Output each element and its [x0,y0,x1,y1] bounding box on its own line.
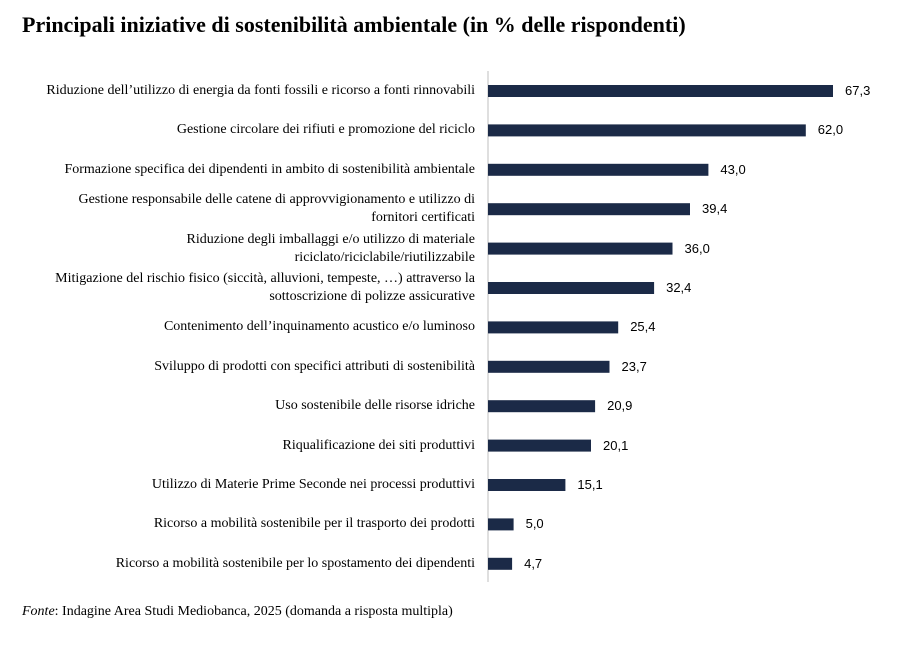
category-label: Riqualificazione dei siti produttivi [282,437,475,453]
bar [488,518,514,531]
category-label: Sviluppo di prodotti con specifici attri… [154,358,475,374]
bar-value-label: 23,7 [621,358,647,374]
bar [488,557,513,570]
bar [488,282,655,294]
bar [488,400,596,413]
bar-value-label: 4,7 [524,555,543,571]
category-label: Utilizzo di Materie Prime Seconde nei pr… [151,477,475,492]
category-label: Ricorso a mobilità sostenibile per il tr… [153,516,475,532]
category-label: Riduzione dell’utilizzo di energia da fo… [46,83,475,98]
source-text: : Indagine Area Studi Mediobanca, 2025 (… [54,604,453,619]
bar [488,479,566,491]
category-label: Ricorso a mobilità sostenibile per lo sp… [115,555,475,571]
bar-value-label: 20,9 [607,398,633,414]
bar-value-label: 5,0 [525,516,544,532]
bar [488,203,690,216]
category-label: Riduzione degli imballaggi e/o utilizzo … [186,231,475,265]
bar [488,242,673,255]
category-label: Formazione specifica dei dipendenti in a… [64,161,475,177]
bar-value-label: 32,4 [666,280,692,295]
bar-value-label: 62,0 [817,122,844,138]
source-prefix: Fonte [22,604,55,619]
bar [488,321,619,334]
category-label: Mitigazione del rischio fisico (siccità,… [55,271,475,304]
bar-value-label: 39,4 [702,201,728,217]
bar [488,124,806,137]
category-label: Uso sostenibile delle risorse idriche [275,398,475,414]
category-label: Gestione responsabile delle catene di ap… [78,192,475,226]
category-label: Contenimento dell’inquinamento acustico … [163,319,475,335]
bar-value-label: 20,1 [603,437,629,453]
bar-value-label: 67,3 [845,83,871,98]
bar [488,85,833,97]
bar-value-label: 43,0 [720,161,746,177]
chart-title: Principali iniziative di sostenibilità a… [22,12,686,37]
bar-value-label: 25,4 [630,319,656,335]
bar [488,163,709,176]
bar [488,360,610,373]
bar-chart [487,71,833,582]
bar-value-label: 15,1 [577,477,603,492]
bar [488,439,591,452]
bar-value-label: 36,0 [684,240,710,256]
category-label: Gestione circolare dei rifiuti e promozi… [176,122,475,138]
chart-source: Fonte: Indagine Area Studi Mediobanca, 2… [22,604,453,620]
